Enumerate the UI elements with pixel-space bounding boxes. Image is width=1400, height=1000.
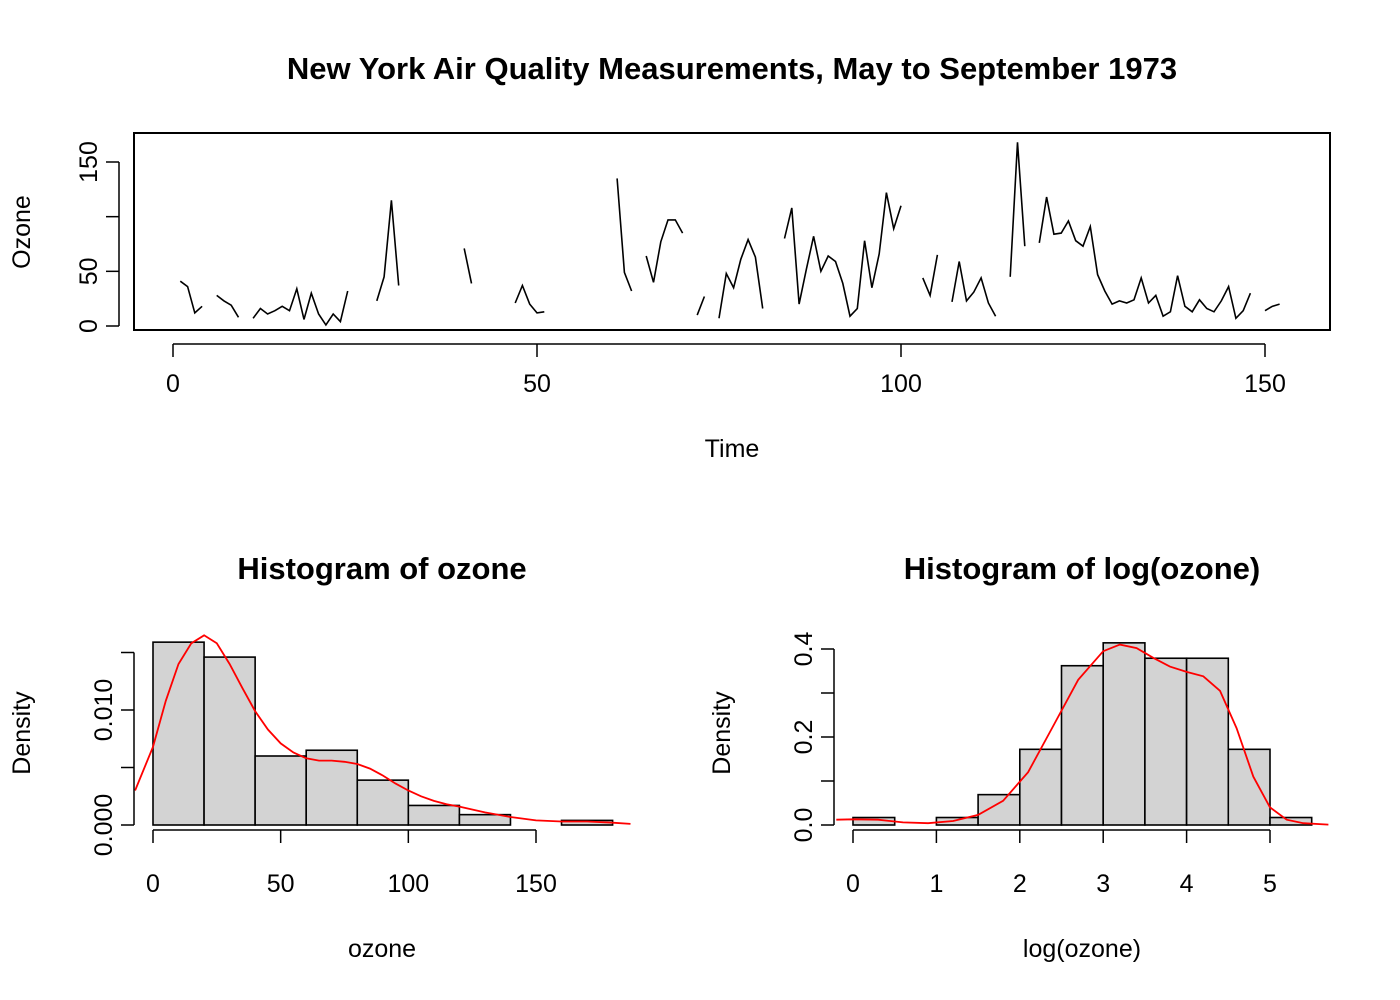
histogram-bar (356, 779, 410, 826)
y-tick-label: 0.4 (790, 632, 818, 667)
ozone-line-segment (376, 200, 400, 302)
x-tick-label: 0 (846, 870, 860, 898)
histogram-bar (1018, 748, 1063, 826)
histogram-bar (1060, 664, 1105, 826)
y-axis-label: Density (708, 691, 736, 775)
y-axis: 0.000 0.010 (90, 651, 135, 857)
density-curve (134, 634, 631, 825)
plot-frame (133, 132, 1331, 331)
histogram-ozone-title: Histogram of ozone (237, 551, 526, 586)
y-axis-label: Ozone (8, 195, 36, 269)
y-tick-label: 50 (75, 257, 103, 285)
histogram-bar (203, 656, 256, 826)
figure-title: New York Air Quality Measurements, May t… (287, 51, 1177, 86)
x-tick-label: 1 (929, 870, 943, 898)
x-axis: 0 1 2 3 4 5 (846, 829, 1277, 898)
x-tick-label: 150 (515, 870, 557, 898)
histogram-bar (407, 804, 461, 826)
x-tick-label: 100 (387, 870, 429, 898)
ozone-line-segment (645, 219, 684, 283)
x-tick-label: 4 (1180, 870, 1194, 898)
ozone-line-segment (1264, 303, 1280, 312)
histogram-bar (1227, 748, 1271, 826)
ozone-line-segment (696, 296, 706, 316)
histogram-bar (1185, 657, 1230, 826)
histogram-ozone-panel: Histogram of ozone 0 50 100 150 0.0000.010 … (8, 551, 631, 963)
x-tick-label: 100 (880, 370, 922, 398)
y-tick-label: 0.010 (90, 679, 118, 742)
histogram-bar (1102, 642, 1146, 826)
histogram-log-ozone-panel: Histogram of log(ozone) 0 1 2 3 4 5 0.0 0.2 0.4… (708, 551, 1329, 963)
ozone-line-segment (616, 178, 633, 292)
y-tick-label: 0.000 (90, 794, 118, 857)
x-axis: 0 50 100 150 (166, 343, 1286, 398)
ozone-line-segment (216, 294, 240, 318)
histogram-bar (1144, 657, 1188, 826)
x-tick-label: 50 (523, 370, 551, 398)
histogram-log-ozone-title: Histogram of log(ozone) (904, 551, 1260, 586)
density-curve (836, 643, 1329, 826)
x-tick-label: 150 (1244, 370, 1286, 398)
ozone-line-segment (1038, 196, 1252, 320)
histogram-bar (152, 641, 205, 826)
ozone-series (179, 142, 1280, 327)
histogram-bars (152, 641, 614, 826)
density-curve-line (134, 634, 631, 825)
ozone-line-segment (783, 192, 902, 318)
y-axis: 0.0 0.2 0.4 (790, 632, 835, 843)
x-tick-label: 3 (1096, 870, 1110, 898)
density-curve-line (836, 643, 1329, 826)
ozone-line-segment (1009, 142, 1026, 277)
y-tick-label: 0.2 (790, 720, 818, 755)
ozone-line-segment (514, 283, 545, 314)
x-axis-label: log(ozone) (1023, 935, 1141, 963)
ozone-line-segment (951, 261, 997, 317)
ozone-line-segment (922, 254, 939, 299)
x-tick-label: 0 (166, 370, 180, 398)
y-tick-label: 150 (75, 141, 103, 183)
histogram-bar (254, 755, 307, 826)
x-tick-label: 50 (267, 870, 295, 898)
histogram-bars (852, 642, 1313, 826)
y-axis-label: Density (8, 691, 36, 775)
y-axis: 0 50 150 (75, 141, 120, 333)
ozone-line-segment (179, 280, 203, 315)
histogram-bar (458, 813, 512, 826)
x-tick-label: 0 (146, 870, 160, 898)
y-tick-label: 0.0 (790, 808, 818, 843)
timeseries-panel: New York Air Quality Measurements, May t… (8, 51, 1331, 463)
ozone-line-segment (463, 248, 473, 284)
x-axis: 0 50 100 150 (146, 829, 557, 898)
y-tick-label: 0 (75, 319, 103, 333)
x-axis-label: Time (705, 435, 760, 463)
ozone-line-segment (252, 285, 349, 327)
x-tick-label: 2 (1013, 870, 1027, 898)
x-tick-label: 5 (1263, 870, 1277, 898)
x-axis-label: ozone (348, 935, 416, 963)
ozone-line-segment (718, 237, 764, 319)
histogram-bar (977, 793, 1021, 826)
